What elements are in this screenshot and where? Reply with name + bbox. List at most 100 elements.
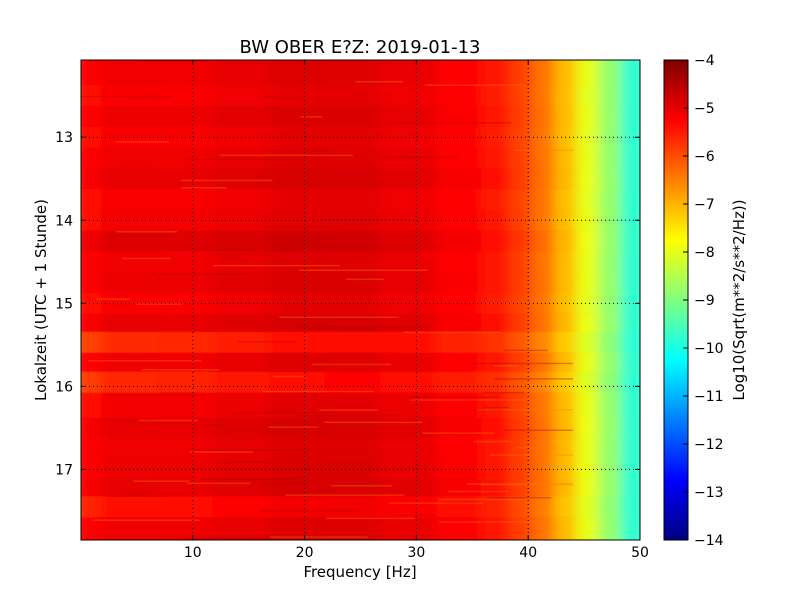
heatmap-cell xyxy=(212,496,285,518)
heatmap-cell xyxy=(156,292,229,315)
x-tick-label: 30 xyxy=(407,545,425,561)
heatmap-cell xyxy=(156,251,229,273)
heatmap-cell xyxy=(100,313,173,333)
heatmap-cell xyxy=(380,331,453,354)
heatmap-cell xyxy=(268,168,341,190)
heatmap-cell xyxy=(620,392,640,419)
y-tick-label: 16 xyxy=(55,379,73,395)
heatmap-cell xyxy=(324,230,397,252)
heatmap-cell xyxy=(620,313,640,333)
colorbar-tick-label: −10 xyxy=(694,341,724,357)
heatmap-cell xyxy=(380,230,453,252)
heatmap-cell xyxy=(324,352,397,373)
heatmap-cell xyxy=(324,251,397,273)
heatmap-cell xyxy=(100,352,173,373)
heatmap-cell xyxy=(268,459,341,481)
heatmap-cell xyxy=(212,331,285,354)
heatmap-cell xyxy=(156,496,229,518)
heatmap-cell xyxy=(324,517,397,540)
heatmap-cell xyxy=(268,147,341,169)
heatmap-cell xyxy=(156,331,229,354)
heatmap-cell xyxy=(212,417,285,439)
heatmap-cell xyxy=(156,147,229,169)
y-axis-ticks: 13 14 15 16 17 xyxy=(55,130,640,478)
colorbar-tick-label: −9 xyxy=(694,293,715,309)
heatmap-cell xyxy=(268,251,341,273)
heatmap-cell xyxy=(268,292,341,315)
heatmap-cell xyxy=(380,189,453,211)
heatmap-cell xyxy=(324,209,397,232)
heatmap-cell xyxy=(212,459,285,481)
plot-frame xyxy=(80,59,641,541)
heatmap-cell xyxy=(100,272,173,294)
heatmap-cell xyxy=(100,371,173,394)
heatmap-cell xyxy=(100,85,173,107)
y-tick-label: 13 xyxy=(55,130,73,146)
heatmap-cell xyxy=(380,371,453,394)
heatmap-cell xyxy=(380,292,453,315)
heatmap-cell xyxy=(156,371,229,394)
heatmap-cell xyxy=(620,251,640,273)
heatmap-cell xyxy=(100,126,173,149)
heatmap-cell xyxy=(156,189,229,211)
heatmap-cell xyxy=(324,417,397,439)
heatmap-cell xyxy=(212,106,285,128)
chart-title: BW OBER E?Z: 2019-01-13 xyxy=(240,37,481,58)
heatmap-cell xyxy=(620,352,640,373)
x-axis-ticks: 10 20 30 40 50 xyxy=(184,60,649,561)
x-tick-label: 20 xyxy=(296,545,314,561)
heatmap-cell xyxy=(620,496,640,518)
heatmap-cell xyxy=(100,438,173,460)
colorbar-tick-label: −14 xyxy=(694,533,724,549)
heatmap-cell xyxy=(324,313,397,333)
heatmap-cell xyxy=(212,126,285,149)
y-tick-label: 15 xyxy=(55,296,73,312)
heatmap-cell xyxy=(268,126,341,149)
y-axis-label: Lokalzeit (UTC + 1 Stunde) xyxy=(32,199,50,401)
heatmap-cell xyxy=(156,352,229,373)
heatmap-cell xyxy=(324,272,397,294)
heatmap-cell xyxy=(212,479,285,497)
heatmap-cell xyxy=(620,331,640,354)
heatmap-cell xyxy=(100,230,173,252)
heatmap-cell xyxy=(212,371,285,394)
heatmap-cell xyxy=(620,106,640,128)
heatmap-cell xyxy=(100,331,173,354)
heatmap-cell xyxy=(268,352,341,373)
heatmap-cell xyxy=(268,313,341,333)
heatmap-cell xyxy=(620,168,640,190)
heatmap-cell xyxy=(156,313,229,333)
colorbar-tick-label: −12 xyxy=(694,437,724,453)
heatmap-cell xyxy=(324,106,397,128)
heatmap-cell xyxy=(620,230,640,252)
heatmap-cell xyxy=(212,272,285,294)
heatmap-cell xyxy=(156,168,229,190)
heatmap-cell xyxy=(380,251,453,273)
heatmap-cell xyxy=(212,230,285,252)
colorbar-label: Log10(Sqrt(m**2/s**2/Hz)) xyxy=(730,199,748,400)
heatmap-cell xyxy=(156,126,229,149)
heatmap-cell xyxy=(620,438,640,460)
heatmap-cells xyxy=(81,60,640,540)
heatmap-cell xyxy=(380,272,453,294)
heatmap-cell xyxy=(324,331,397,354)
heatmap-cell xyxy=(268,272,341,294)
heatmap-cell xyxy=(212,85,285,107)
heatmap-cell xyxy=(100,496,173,518)
heatmap-cell xyxy=(380,313,453,333)
heatmap-cell xyxy=(324,147,397,169)
heatmap-cell xyxy=(212,517,285,540)
heatmap-cell xyxy=(100,417,173,439)
colorbar-tick-label: −8 xyxy=(694,245,715,261)
heatmap-cell xyxy=(620,272,640,294)
heatmap-cell xyxy=(324,438,397,460)
heatmap-cell xyxy=(212,209,285,232)
heatmap-streaks xyxy=(81,60,573,539)
colorbar-tick-label: −11 xyxy=(694,389,724,405)
heatmap-cell xyxy=(100,168,173,190)
heatmap-cell xyxy=(100,251,173,273)
heatmap-cell xyxy=(268,496,341,518)
heatmap-cell xyxy=(620,417,640,439)
colorbar-ticks: −4 −5 −6 −7 −8 −9 −10 −11 −12 −13 −14 xyxy=(683,53,724,549)
